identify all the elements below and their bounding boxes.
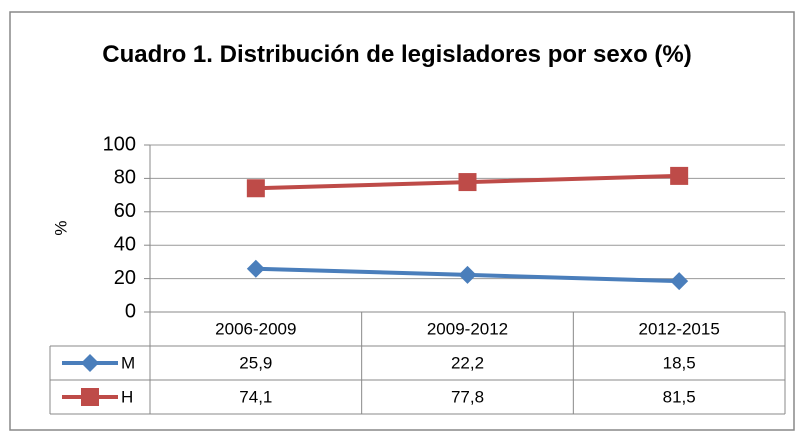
y-tick-label: 40 [114,233,136,255]
data-label: 22,2 [451,353,484,372]
data-label: 74,1 [239,387,272,406]
y-tick-label: 60 [114,200,136,222]
legend-label: H [121,387,133,406]
data-point [246,259,265,278]
y-axis-label: % [51,220,70,235]
data-point [458,265,477,284]
data-label: 25,9 [239,353,272,372]
data-point [670,272,689,291]
y-tick-label: 100 [103,133,136,155]
data-label: 18,5 [663,353,696,372]
chart-title: Cuadro 1. Distribución de legisladores p… [102,41,692,68]
legend-label: M [121,353,135,372]
y-tick-label: 20 [114,267,136,289]
data-label: 77,8 [451,387,484,406]
legend-marker [81,354,99,372]
y-tick-label: 0 [125,300,136,322]
data-label: 81,5 [663,387,696,406]
data-point [246,179,265,198]
legend-marker [81,388,99,406]
y-tick-label: 80 [114,167,136,189]
x-tick-label: 2009-2012 [427,319,508,338]
x-tick-label: 2006-2009 [215,319,296,338]
data-point [458,173,477,192]
chart-frame [9,11,795,431]
data-point [670,166,689,185]
x-tick-label: 2012-2015 [639,319,720,338]
